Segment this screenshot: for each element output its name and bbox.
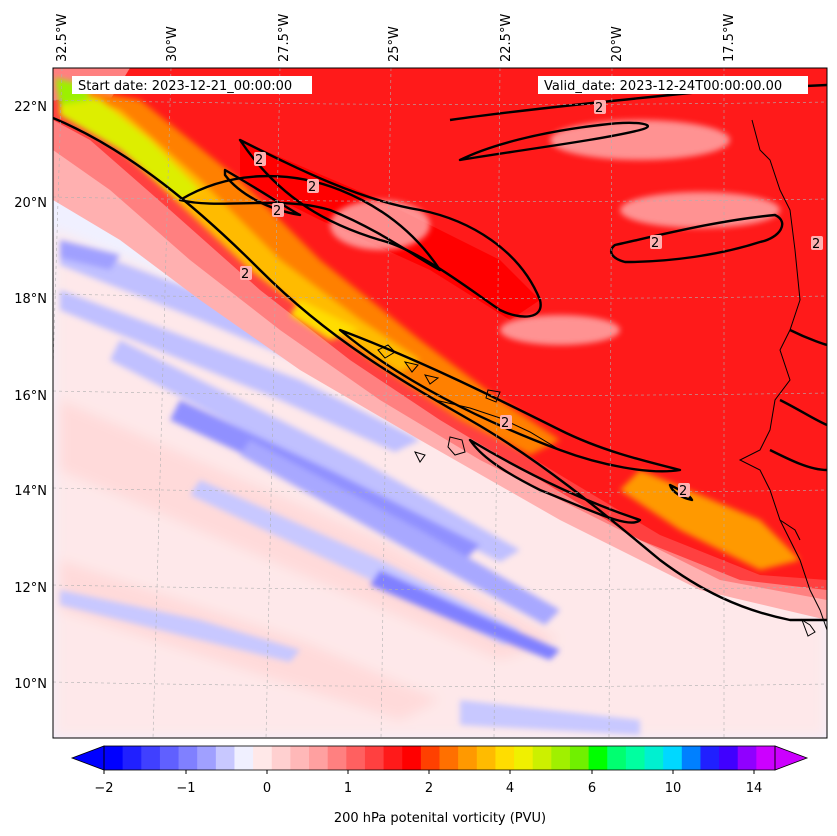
colorbar-swatch xyxy=(551,746,571,770)
colorbar-swatch xyxy=(159,746,180,770)
colorbar-swatch xyxy=(607,746,627,770)
start-date-label: Start date: 2023-12-21_00:00:00 xyxy=(78,79,292,94)
colorbar-tick-label: 6 xyxy=(588,781,596,796)
latitude-label: 14°N xyxy=(14,484,47,499)
colorbar-tick-label: −1 xyxy=(176,781,195,796)
colorbar-swatch xyxy=(532,746,552,770)
colorbar-swatch xyxy=(663,746,683,770)
colorbar-swatch xyxy=(290,746,310,770)
colorbar-tick-label: 2 xyxy=(425,781,433,796)
contour-label: 2 xyxy=(812,237,820,252)
colorbar-swatch xyxy=(644,746,664,770)
longitude-labels: 32.5°W 30°W 27.5°W 25°W 22.5°W 20°W 17.5°W xyxy=(55,14,737,62)
colorbar-swatch xyxy=(439,746,459,770)
colorbar-swatch xyxy=(700,746,720,770)
colorbar-swatch xyxy=(681,746,701,770)
longitude-label: 32.5°W xyxy=(55,14,70,62)
colorbar-swatch xyxy=(178,746,198,770)
map-frame xyxy=(52,67,828,739)
colorbar-swatch xyxy=(327,746,347,770)
contour-label: 2 xyxy=(255,153,263,168)
colorbar-swatch xyxy=(756,746,776,770)
valid-date-box xyxy=(538,76,808,94)
latitude-label: 20°N xyxy=(14,196,47,211)
contour-label: 2 xyxy=(308,180,316,195)
colorbar-swatch xyxy=(383,746,403,770)
colorbar-swatch xyxy=(458,746,478,770)
colorbar-swatch xyxy=(141,746,161,770)
colorbar-tick-label: 14 xyxy=(746,781,763,796)
longitude-label: 17.5°W xyxy=(722,14,737,62)
map-field xyxy=(53,68,827,738)
colorbar-swatch xyxy=(514,746,534,770)
colorbar-swatch xyxy=(346,746,366,770)
colorbar-max-arrow xyxy=(774,745,809,771)
latitude-label: 22°N xyxy=(14,100,47,115)
colorbar-tick-label: 1 xyxy=(344,781,352,796)
colorbar-swatch xyxy=(271,746,291,770)
contour-label: 2 xyxy=(651,236,659,251)
contour-label: 2 xyxy=(595,101,603,116)
longitude-label: 25°W xyxy=(387,26,402,62)
contour-label: 2 xyxy=(501,416,509,431)
colorbar-swatch xyxy=(495,746,515,770)
colorbar-swatch xyxy=(234,746,254,770)
colorbar-outline xyxy=(103,745,776,771)
contour-labels: 2 2 2 2 2 2 2 2 2 xyxy=(241,101,820,499)
colorbar-tick-label: 0 xyxy=(263,781,271,796)
colorbar xyxy=(70,745,809,771)
longitude-label: 27.5°W xyxy=(277,14,292,62)
start-date-box xyxy=(72,76,312,94)
colorbar-tick-label: 4 xyxy=(506,781,514,796)
colorbar-swatch xyxy=(104,746,124,770)
colorbar-ticks: −2 −1 0 1 2 4 6 10 14 xyxy=(94,770,762,796)
latitude-label: 16°N xyxy=(14,389,47,404)
latitude-label: 18°N xyxy=(14,292,47,307)
colorbar-min-arrow xyxy=(70,745,105,771)
colorbar-swatch xyxy=(197,746,217,770)
colorbar-swatch xyxy=(122,746,142,770)
colorbar-swatch xyxy=(625,746,646,770)
colorbar-swatch xyxy=(476,746,496,770)
longitude-label: 20°W xyxy=(610,26,625,62)
colorbar-swatch xyxy=(309,746,329,770)
colorbar-swatch xyxy=(569,746,590,770)
colorbar-swatch xyxy=(420,746,440,770)
valid-date-label: Valid_date: 2023-12-24T00:00:00.00 xyxy=(544,79,782,94)
latitude-label: 12°N xyxy=(14,581,47,596)
colorbar-swatch xyxy=(215,746,235,770)
colorbar-swatch xyxy=(364,746,385,770)
contour-label: 2 xyxy=(679,484,687,499)
colorbar-swatch xyxy=(402,746,422,770)
colorbar-swatch xyxy=(737,746,757,770)
colorbar-swatch xyxy=(588,746,608,770)
colorbar-tick-label: −2 xyxy=(94,781,113,796)
contour-label: 2 xyxy=(241,267,249,282)
colorbar-label: 200 hPa potenital vorticity (PVU) xyxy=(334,811,546,826)
colorbar-tick-label: 10 xyxy=(665,781,682,796)
latitude-label: 10°N xyxy=(14,677,47,692)
contour-label: 2 xyxy=(273,204,281,219)
colorbar-swatch xyxy=(253,746,273,770)
longitude-label: 30°W xyxy=(165,26,180,62)
colorbar-swatch xyxy=(719,746,739,770)
longitude-label: 22.5°W xyxy=(499,14,514,62)
latitude-labels: 22°N 20°N 18°N 16°N 14°N 12°N 10°N xyxy=(14,100,47,692)
